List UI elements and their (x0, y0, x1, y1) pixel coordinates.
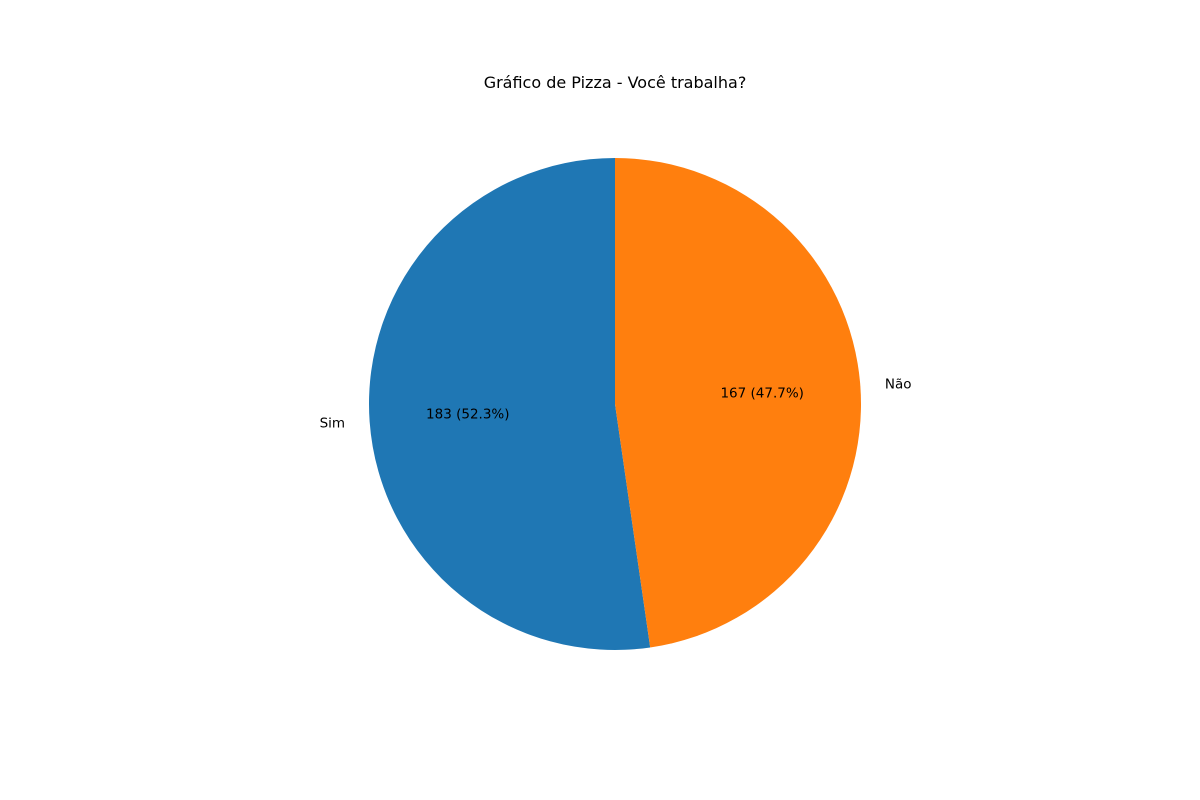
slice-value-label-não: 167 (47.7%) (720, 385, 803, 401)
slice-label-não: Não (885, 377, 912, 393)
chart-title: Gráfico de Pizza - Você trabalha? (484, 73, 747, 92)
pie-labels: Sim 183 (52.3%) Não 167 (47.7%) (320, 377, 912, 432)
pie-slice-sim (368, 157, 651, 651)
pie-slices (368, 157, 861, 651)
slice-value-label-sim: 183 (52.3%) (426, 407, 509, 423)
pie-slice-não (615, 158, 861, 648)
slice-label-sim: Sim (320, 415, 345, 431)
